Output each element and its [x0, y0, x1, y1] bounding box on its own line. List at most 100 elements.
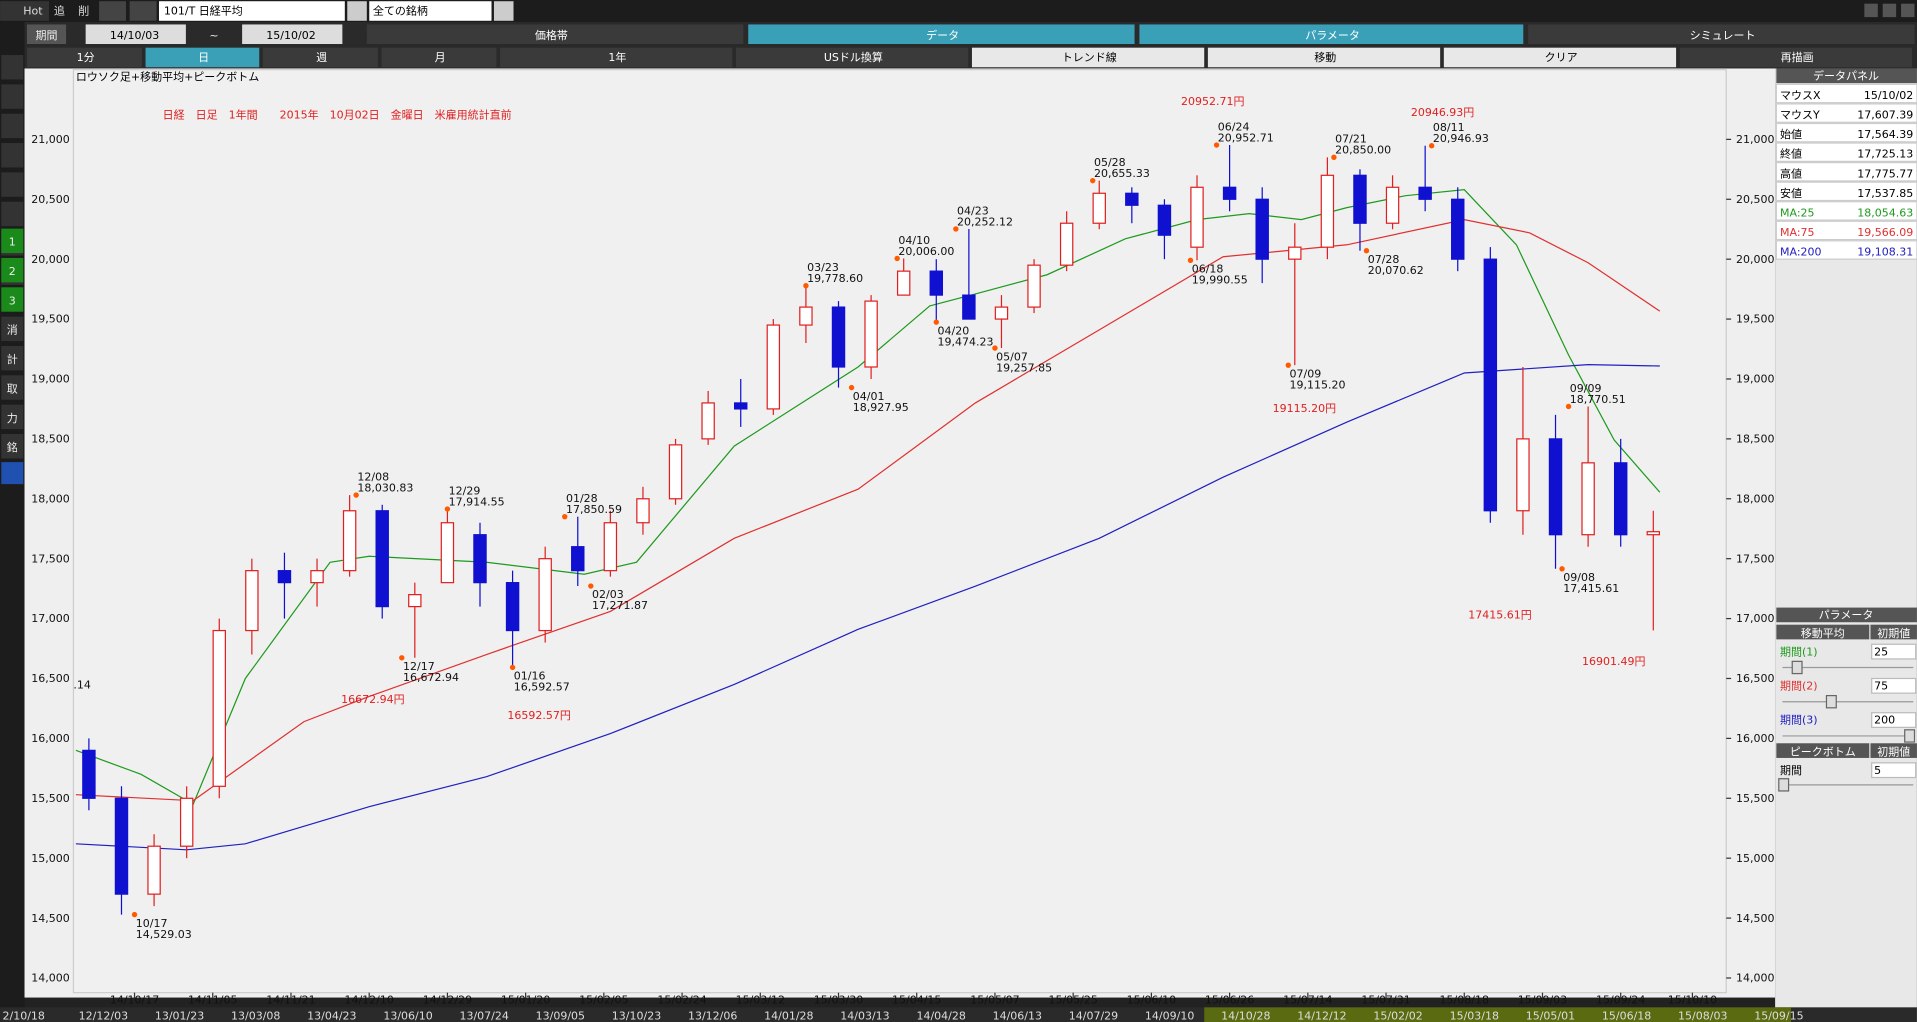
sidebar-label[interactable]: 消: [7, 323, 18, 337]
sidebar-icon[interactable]: [1, 172, 24, 197]
symbol[interactable]: 101/T 日経平均: [164, 5, 243, 18]
toolbar-button[interactable]: [971, 47, 1205, 68]
param-input[interactable]: [1871, 677, 1917, 694]
toolbar-button[interactable]: [736, 47, 969, 68]
sidebar-label[interactable]: 2: [9, 265, 16, 278]
sidebar-label[interactable]: 取: [7, 382, 18, 395]
toolbar-button[interactable]: [262, 47, 378, 68]
y-tick-label: 20,000: [31, 253, 70, 266]
param-value[interactable]: 200: [1874, 714, 1895, 727]
delete-button[interactable]: 削: [78, 4, 89, 18]
toolbar-button-label[interactable]: 1分: [77, 51, 95, 64]
dropdown[interactable]: [493, 1, 514, 21]
window-control[interactable]: [1882, 3, 1897, 18]
sidebar-button[interactable]: [1, 287, 24, 312]
param-value[interactable]: 75: [1874, 679, 1888, 692]
sidebar-label[interactable]: 計: [7, 352, 18, 366]
candle-body: [734, 402, 748, 410]
sidebar-button[interactable]: [1, 375, 24, 400]
peak-value: 14,529.03: [136, 928, 192, 941]
default-button[interactable]: [1870, 624, 1917, 640]
symbol-box[interactable]: [158, 1, 345, 21]
default-button[interactable]: [1870, 743, 1917, 758]
tab[interactable]: [1139, 24, 1524, 45]
tab[interactable]: [748, 24, 1135, 45]
slider-knob[interactable]: [1778, 778, 1790, 792]
toolbar-button-label[interactable]: クリア: [1545, 51, 1578, 64]
hot-label[interactable]: Hot: [23, 5, 43, 18]
toolbar-button-label[interactable]: 1年: [608, 50, 626, 64]
timeline-label: 12/12/03: [79, 1010, 128, 1022]
toolbar-button[interactable]: [1679, 47, 1913, 68]
param-value[interactable]: 25: [1874, 645, 1888, 658]
sidebar-icon[interactable]: [1, 55, 24, 80]
toolbar-button[interactable]: [500, 47, 733, 68]
tab[interactable]: [1528, 24, 1915, 45]
param-input[interactable]: [1871, 643, 1917, 660]
toolbar-button[interactable]: [381, 47, 497, 68]
sidebar-button[interactable]: [1, 257, 24, 283]
dropdown[interactable]: [347, 1, 367, 21]
window-control[interactable]: [1901, 3, 1915, 18]
sidebar-button[interactable]: [1, 404, 24, 430]
toolbar-button-label[interactable]: 日: [198, 51, 209, 64]
toolbar-button-label[interactable]: 月: [435, 51, 446, 64]
timeline-label: 14/03/13: [840, 1010, 889, 1022]
toolbar-button-label[interactable]: 週: [316, 51, 327, 64]
sidebar-button[interactable]: [1, 345, 24, 371]
toolbar-button[interactable]: [26, 47, 142, 68]
date-from[interactable]: [85, 24, 186, 45]
price-callout: 16901.49円: [1582, 655, 1646, 668]
slider-knob[interactable]: [1825, 694, 1837, 709]
add-button[interactable]: 追: [54, 4, 65, 18]
sidebar-icon[interactable]: [1, 113, 24, 139]
tab-label[interactable]: パラメータ: [1305, 29, 1360, 42]
sidebar-button[interactable]: [1, 433, 24, 459]
sidebar-label[interactable]: 3: [9, 294, 16, 307]
candle-body: [636, 498, 650, 524]
toolbar-button[interactable]: [1207, 47, 1441, 68]
default-label[interactable]: 初期値: [1877, 626, 1910, 640]
toolbar-button-label[interactable]: 再描画: [1781, 50, 1814, 64]
toolbar-button[interactable]: [145, 47, 260, 68]
sidebar-label[interactable]: 1: [9, 236, 16, 249]
toolbar-button-label[interactable]: 移動: [1314, 50, 1336, 64]
tab-label[interactable]: 価格帯: [535, 28, 568, 42]
sidebar-label[interactable]: 銘: [7, 440, 18, 454]
universe-box[interactable]: [369, 1, 492, 21]
tab-label[interactable]: シミュレート: [1690, 29, 1756, 42]
window-control[interactable]: [1864, 3, 1878, 18]
param-input[interactable]: [1871, 762, 1917, 779]
slider-knob[interactable]: [1791, 660, 1803, 675]
data-key: 始値: [1780, 127, 1802, 141]
nav-button[interactable]: [129, 1, 157, 21]
toolbar-button-label[interactable]: トレンド線: [1062, 50, 1117, 64]
tab[interactable]: [366, 24, 744, 45]
peak-value: 17,415.61: [1563, 582, 1619, 595]
timeline-range[interactable]: [1204, 1007, 1792, 1022]
nav-button[interactable]: [99, 1, 126, 21]
settings-icon[interactable]: [1, 462, 24, 485]
sidebar-icon[interactable]: [1, 84, 24, 109]
param-input[interactable]: [1871, 712, 1917, 728]
date-to-text[interactable]: 15/10/02: [266, 29, 315, 42]
slider-knob[interactable]: [1904, 729, 1916, 743]
date-from-text[interactable]: 14/10/03: [110, 29, 159, 42]
universe[interactable]: 全ての銘柄: [373, 4, 428, 18]
toolbar-button-label[interactable]: USドル換算: [824, 50, 883, 64]
default-label[interactable]: 初期値: [1877, 744, 1910, 758]
sidebar-label[interactable]: 力: [7, 412, 18, 425]
hot-button[interactable]: [0, 1, 49, 21]
sidebar-button[interactable]: [1, 228, 24, 254]
sidebar-button[interactable]: [1, 316, 24, 342]
peak-value: 19,257.85: [996, 361, 1052, 374]
sidebar-icon[interactable]: [1, 143, 24, 168]
toolbar-button[interactable]: [1443, 47, 1677, 68]
y-tick-label-right: 20,500: [1736, 193, 1775, 206]
date-to[interactable]: [242, 24, 343, 45]
peak-value[interactable]: 5: [1874, 764, 1881, 777]
tab-label[interactable]: データ: [926, 28, 959, 42]
peak-marker: [933, 319, 939, 325]
y-tick-label-right: 15,000: [1736, 852, 1775, 865]
sidebar-icon[interactable]: [1, 201, 24, 227]
